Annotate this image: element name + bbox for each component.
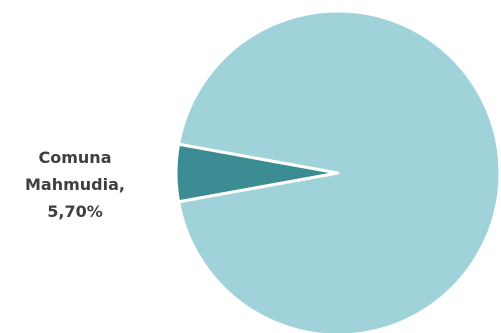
pie-data-labels: Comuna Mahmudia, 5,70% (25, 148, 125, 221)
slice-data-label-line: Comuna (39, 148, 112, 167)
slice-data-label-line: 5,70% (47, 202, 103, 221)
slice-data-label-line: Mahmudia, (25, 175, 125, 194)
pie-slice-1 (177, 9, 501, 333)
pie-slices (174, 9, 501, 333)
slice-data-label-0: Comuna Mahmudia, 5,70% (25, 148, 125, 221)
